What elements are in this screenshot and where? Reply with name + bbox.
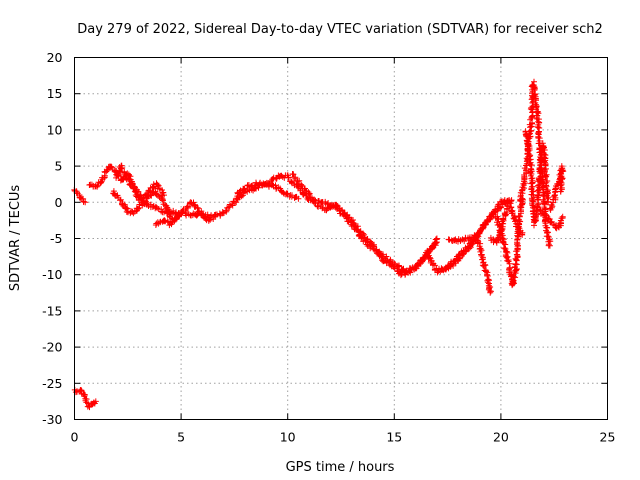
marker-path	[522, 128, 552, 229]
marker-path	[234, 179, 302, 202]
tick-labels: 0 5 10 15 20 25 -30 -25 -20 -15 -10 -5 0 5 10 15 20	[42, 50, 615, 445]
x-tick-label: 5	[177, 430, 185, 445]
y-tick-label: 15	[47, 86, 63, 101]
marker-path	[71, 386, 99, 411]
marker-path	[437, 198, 511, 275]
marker-path	[547, 163, 567, 213]
y-tick-label: 20	[47, 50, 63, 65]
trace-mid-20	[487, 198, 526, 246]
marker-path	[289, 171, 440, 275]
x-tick-label: 10	[280, 430, 296, 445]
marker-path	[110, 188, 182, 225]
y-tick-label: 10	[47, 122, 63, 137]
x-axis-title: GPS time / hours	[286, 460, 395, 475]
trace-tail-22b	[537, 206, 566, 232]
x-tick-label: 0	[71, 430, 79, 445]
trace-dip-c	[289, 171, 440, 275]
y-tick-label: -30	[42, 412, 62, 427]
marker-path	[445, 232, 494, 296]
x-tick-label: 25	[600, 430, 616, 445]
trace-arc-b	[234, 179, 302, 202]
x-tick-label: 15	[386, 430, 402, 445]
data-points	[71, 78, 567, 411]
trace-spike-b	[113, 162, 167, 202]
trace-loop-a	[110, 188, 182, 225]
grid	[74, 57, 608, 420]
trace-band-21	[522, 128, 552, 229]
y-tick-label: -10	[42, 267, 62, 282]
marker-path	[537, 206, 566, 232]
y-tick-label: -15	[42, 303, 62, 318]
y-tick-label: -25	[42, 376, 62, 391]
x-tick-label: 20	[493, 430, 509, 445]
marker-path	[113, 162, 167, 202]
trace-low-cluster	[71, 386, 99, 411]
plot-frame	[74, 57, 608, 420]
y-tick-label: -20	[42, 340, 62, 355]
trace-diag-b	[437, 198, 511, 275]
y-tick-label: 0	[55, 195, 63, 210]
marker-path	[487, 198, 526, 246]
marker-path	[152, 199, 219, 229]
chart-title: Day 279 of 2022, Sidereal Day-to-day VTE…	[77, 22, 603, 37]
y-tick-label: -5	[50, 231, 62, 246]
trace-tail-22	[547, 163, 567, 213]
trace-drop-19	[445, 232, 494, 296]
y-tick-label: 5	[55, 159, 63, 174]
y-axis-title: SDTVAR / TECUs	[8, 185, 23, 292]
trace-loop-b	[152, 199, 219, 229]
